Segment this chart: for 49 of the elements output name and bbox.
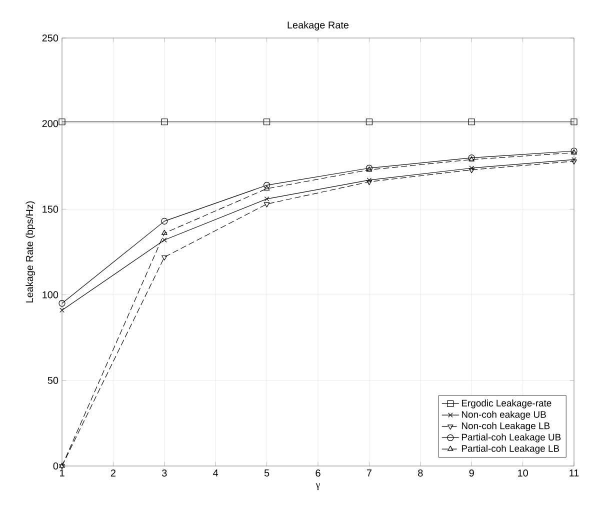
- x-tick-label: 8: [418, 470, 423, 477]
- x-axis-title: γ: [316, 483, 320, 490]
- x-tick-label: 4: [213, 470, 218, 476]
- y-tick-label: 100: [42, 291, 58, 298]
- point: [366, 180, 372, 186]
- x-tick-label: 9: [469, 470, 474, 477]
- x-tick-label: 2: [110, 470, 116, 476]
- point: [468, 118, 475, 126]
- point: [469, 166, 474, 171]
- point: [60, 308, 64, 313]
- y-tick-label: 50: [48, 376, 58, 384]
- x-tick-label: 10: [518, 470, 528, 477]
- point: [161, 118, 168, 126]
- y-tick-label: 200: [42, 120, 58, 128]
- legend-label: Partial-coh Leakage UB: [462, 434, 561, 442]
- point: [58, 118, 66, 126]
- x-tick-label: 11: [570, 470, 579, 476]
- point: [162, 230, 168, 235]
- point: [264, 196, 270, 202]
- y-tick-label: 250: [42, 34, 58, 42]
- point: [366, 118, 373, 126]
- point: [366, 166, 372, 172]
- chart-title: Leakage Rate: [288, 21, 349, 30]
- point: [264, 118, 270, 126]
- x-tick-label: 1: [60, 470, 64, 476]
- point: [161, 218, 168, 224]
- point: [572, 157, 576, 162]
- legend-label: Partial-coh Leakage LB: [462, 444, 560, 454]
- point: [571, 159, 577, 165]
- point: [264, 185, 270, 190]
- legend-label: Non-coh eakage UB: [462, 410, 546, 420]
- point: [162, 255, 168, 260]
- y-axis-title: Leakage Rate (bps/Hz): [26, 201, 36, 302]
- point: [366, 178, 372, 183]
- x-tick-label: 3: [162, 470, 167, 477]
- x-tick-label: 6: [316, 470, 320, 477]
- x-tick-label: 7: [366, 470, 372, 476]
- point: [468, 168, 475, 174]
- point: [162, 238, 167, 242]
- point: [366, 164, 373, 172]
- legend-label: Ergodic Leakage-rate: [462, 400, 552, 408]
- point: [264, 182, 270, 189]
- y-tick-label: 150: [42, 206, 58, 213]
- point: [264, 202, 270, 208]
- legend-label: Non-coh Leakage LB: [462, 422, 550, 432]
- point: [570, 118, 578, 126]
- y-tick-label: 0: [53, 462, 58, 470]
- point: [58, 300, 66, 307]
- x-tick-label: 5: [264, 470, 270, 476]
